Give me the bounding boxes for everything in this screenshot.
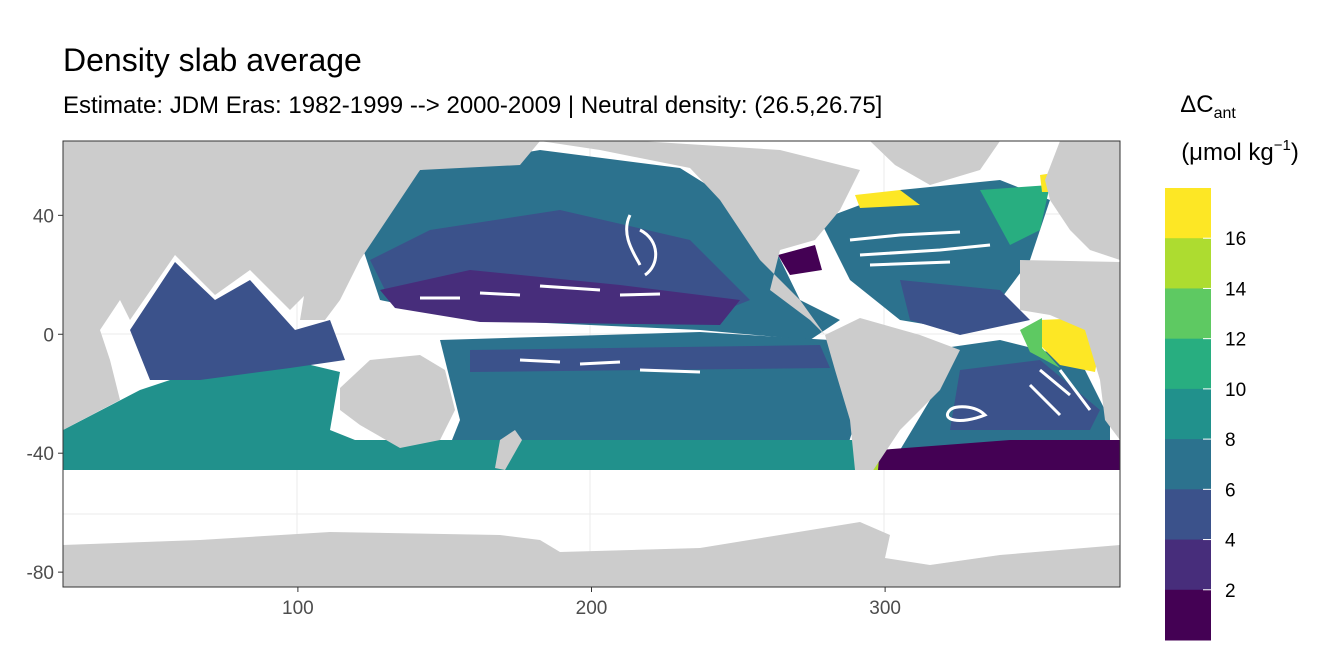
data-gap-contours	[420, 214, 1092, 422]
land-asia	[300, 141, 540, 320]
legend-title-unit: (μmol kg−1)	[1181, 137, 1299, 166]
land-north-america	[540, 141, 860, 335]
land-africa-east	[1020, 260, 1120, 440]
y-tick-label: 40	[33, 206, 54, 227]
labrador-hotspot	[855, 190, 920, 208]
pacific-south-band	[470, 345, 830, 372]
indian-ocean-north	[130, 262, 345, 380]
legend-label: 4	[1225, 531, 1236, 552]
mediterranean-low	[778, 245, 822, 275]
guinea-hotspot	[1040, 318, 1100, 372]
legend-color-bin	[1165, 489, 1211, 541]
y-axis: 40 0 -40 -80	[27, 206, 63, 584]
land-south-america	[825, 318, 960, 490]
legend-labels: 2 4 6 8 10 12 14 16	[1203, 229, 1247, 602]
southern-band	[330, 440, 862, 470]
x-tick-label: 200	[576, 598, 608, 619]
legend-label: 14	[1225, 279, 1247, 300]
guinea-hotspot-edge	[1020, 318, 1060, 368]
legend-label: 6	[1225, 480, 1236, 501]
y-tick-label: -80	[27, 563, 54, 584]
legend-color-bin	[1165, 589, 1211, 641]
south-atlantic-low	[870, 440, 1120, 470]
map-panel	[62, 140, 1121, 588]
x-axis: 100 200 300	[282, 587, 901, 619]
y-tick-label: -40	[27, 444, 54, 465]
y-tick-label: 0	[43, 325, 54, 346]
legend-title-main: ΔCant	[1180, 91, 1236, 122]
atlantic-south-core	[950, 360, 1100, 430]
plot-subtitle: Estimate: JDM Eras: 1982-1999 --> 2000-2…	[63, 92, 883, 119]
legend-label: 2	[1225, 581, 1236, 602]
x-tick-label: 300	[869, 598, 901, 619]
land-australia	[340, 355, 455, 448]
legend-color-bin	[1165, 338, 1211, 390]
legend-label: 12	[1225, 330, 1246, 351]
no-data-band	[63, 470, 1120, 520]
pacific-tropical-band	[380, 270, 740, 325]
legend-label: 10	[1225, 380, 1246, 401]
atlantic-tropical	[900, 280, 1030, 335]
plot-title: Density slab average	[63, 42, 362, 78]
legend-label: 8	[1225, 430, 1236, 451]
land-antarctica	[63, 522, 1120, 587]
land-new-zealand	[495, 430, 522, 470]
land-masses	[63, 141, 1120, 587]
land-greenland	[870, 141, 1000, 185]
legend-color-bin	[1165, 388, 1211, 440]
legend-color-bin	[1165, 439, 1211, 490]
land-europe-east	[1045, 141, 1120, 260]
legend-color-bin	[1165, 188, 1211, 239]
x-tick-label: 100	[282, 598, 314, 619]
legend-color-bin	[1165, 238, 1211, 289]
land-africa-eurasia-west	[63, 141, 380, 430]
legend-color-bin	[1165, 288, 1211, 340]
legend-color-bins	[1165, 188, 1211, 641]
legend-label: 16	[1225, 229, 1246, 250]
color-legend: ΔCant (μmol kg−1) 2 4 6 8 10 12 14 16	[1165, 91, 1299, 641]
legend-color-bin	[1165, 539, 1211, 591]
atlantic-north-east	[980, 185, 1050, 245]
